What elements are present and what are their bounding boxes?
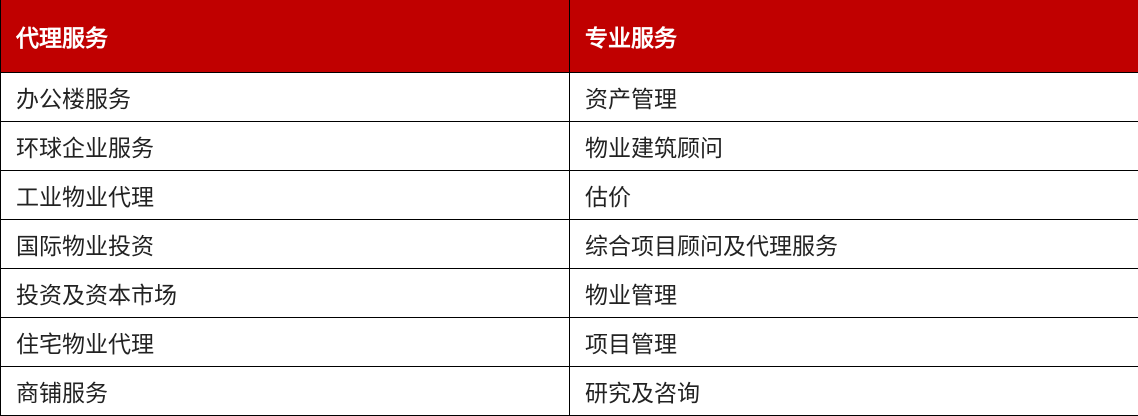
professional-service-cell: 研究及咨询 bbox=[569, 366, 1138, 416]
table-row: 办公楼服务 资产管理 bbox=[0, 72, 1138, 122]
agency-service-cell: 工业物业代理 bbox=[0, 170, 570, 220]
professional-service-cell: 物业建筑顾问 bbox=[569, 121, 1138, 171]
table-row: 商铺服务 研究及咨询 bbox=[0, 366, 1138, 416]
agency-service-cell: 商铺服务 bbox=[0, 366, 570, 416]
header-agency-services: 代理服务 bbox=[0, 0, 570, 73]
professional-service-cell: 估价 bbox=[569, 170, 1138, 220]
agency-service-cell: 投资及资本市场 bbox=[0, 268, 570, 318]
agency-service-cell: 住宅物业代理 bbox=[0, 317, 570, 367]
agency-service-cell: 环球企业服务 bbox=[0, 121, 570, 171]
professional-service-cell: 综合项目顾问及代理服务 bbox=[569, 219, 1138, 269]
table-row: 投资及资本市场 物业管理 bbox=[0, 268, 1138, 318]
table-row: 工业物业代理 估价 bbox=[0, 170, 1138, 220]
professional-service-cell: 资产管理 bbox=[569, 72, 1138, 122]
table-row: 国际物业投资 综合项目顾问及代理服务 bbox=[0, 219, 1138, 269]
table-row: 环球企业服务 物业建筑顾问 bbox=[0, 121, 1138, 171]
professional-service-cell: 项目管理 bbox=[569, 317, 1138, 367]
header-professional-services: 专业服务 bbox=[569, 0, 1138, 73]
header-row: 代理服务 专业服务 bbox=[0, 0, 1138, 73]
table-row: 住宅物业代理 项目管理 bbox=[0, 317, 1138, 367]
agency-service-cell: 办公楼服务 bbox=[0, 72, 570, 122]
agency-service-cell: 国际物业投资 bbox=[0, 219, 570, 269]
professional-service-cell: 物业管理 bbox=[569, 268, 1138, 318]
